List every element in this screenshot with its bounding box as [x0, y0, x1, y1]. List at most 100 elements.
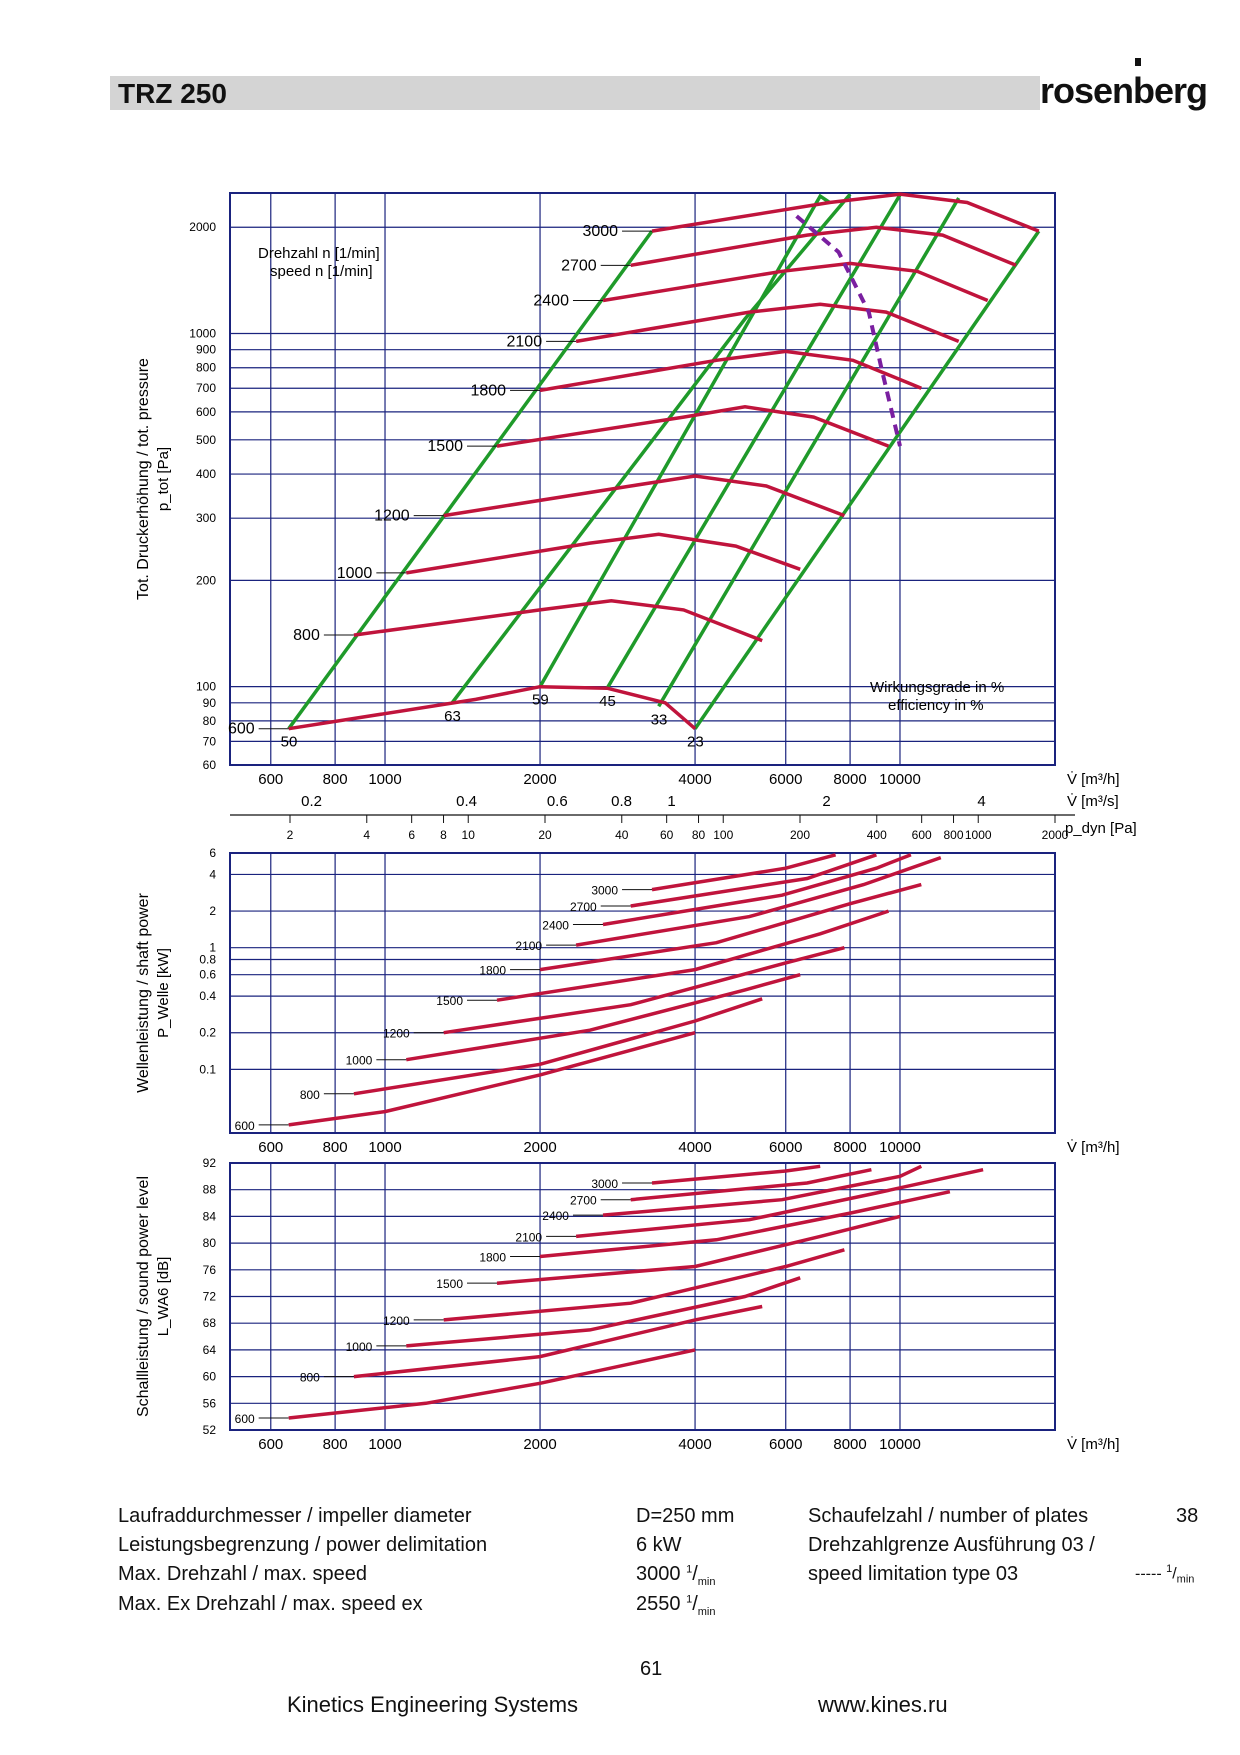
efficiency-line: [538, 193, 831, 688]
pressure-y-tick-label: 300: [196, 511, 216, 525]
pressure-x-tick-label: 1000: [368, 771, 401, 788]
speed-unit-den: min: [1176, 1573, 1195, 1586]
speed-curve: [575, 1167, 984, 1239]
flow-m3s-tick-label: 0.8: [611, 793, 632, 810]
pressure-y-tick-label: 100: [196, 680, 216, 694]
shaft_power-y-tick-label: 6: [209, 846, 216, 860]
pdyn-tick-label: 60: [660, 828, 674, 842]
speed-label: 2700: [570, 900, 597, 914]
speed-curve: [602, 853, 912, 927]
speed-label: 1200: [383, 1027, 410, 1041]
pressure-y-tick-label: 90: [203, 696, 217, 710]
pdyn-axis-label: p_dyn [Pa]: [1065, 820, 1137, 837]
pressure-y-tick-label: 500: [196, 433, 216, 447]
flow-m3s-tick-label: 0.2: [301, 793, 322, 810]
maxspeed-ex-number: 2550: [636, 1593, 681, 1615]
shaft_power-y-tick-label: 0.6: [199, 968, 216, 982]
footer-company: Kinetics Engineering Systems: [287, 1692, 579, 1717]
shaft_power-y-tick-label: 4: [209, 867, 216, 881]
pdyn-tick-label: 200: [790, 828, 810, 842]
speed-curve: [406, 973, 801, 1062]
speed-curve: [630, 225, 1017, 268]
speed-curve: [651, 853, 837, 892]
speed-label: 1500: [436, 994, 463, 1008]
speed-label: 600: [228, 721, 255, 738]
pressure-y-axis-sublabel: p_tot [Pa]: [155, 447, 172, 511]
pressure-y-tick-label: 700: [196, 381, 216, 395]
speed-unit-num: 1: [686, 1593, 693, 1606]
speed-title-en: speed n [1/min]: [270, 263, 373, 280]
speed-label: 2100: [515, 1230, 542, 1244]
pressure-x-axis-label: V̇ [m³/h]: [1067, 771, 1120, 788]
shaft_power-y-axis-sublabel: P_Welle [kW]: [155, 948, 172, 1038]
speed-label: 1500: [427, 438, 463, 455]
speed-label: 1500: [436, 1277, 463, 1291]
sound_power-y-tick-label: 80: [203, 1236, 217, 1250]
speed-label: 1200: [383, 1314, 410, 1328]
speed-label: 600: [235, 1119, 255, 1133]
pressure-y-tick-label: 60: [203, 758, 217, 772]
pressure-y-tick-label: 80: [203, 714, 217, 728]
logo-dot: [1135, 58, 1141, 66]
sound_power-x-tick-label: 1000: [368, 1436, 401, 1453]
speedlimit-dash: -----: [1135, 1565, 1162, 1583]
speed-label: 2100: [515, 939, 542, 953]
efficiency-label: 33: [651, 711, 668, 728]
spec-plates-value: 38: [1176, 1505, 1199, 1527]
speed-curve: [496, 405, 890, 448]
speed-curve: [443, 946, 845, 1035]
speed-label: 2700: [570, 1194, 597, 1208]
pressure-y-tick-label: 200: [196, 573, 216, 587]
speed-curve: [406, 532, 801, 575]
shaft_power-x-axis-label: V̇ [m³/h]: [1067, 1139, 1120, 1156]
efficiency-line: [693, 230, 1041, 730]
speed-label: 1200: [374, 508, 410, 525]
speed-label: 2100: [507, 333, 543, 350]
speed-curve: [496, 1214, 901, 1285]
sound_power-x-tick-label: 8000: [833, 1436, 866, 1453]
spec-plates-label: Schaufelzahl / number of plates: [808, 1505, 1089, 1527]
efficiency-label: 63: [444, 708, 461, 725]
speed-label: 1000: [337, 565, 373, 582]
pdyn-tick-label: 2000: [1042, 828, 1069, 842]
sound_power-y-tick-label: 92: [203, 1156, 217, 1170]
pdyn-tick-label: 1000: [965, 828, 992, 842]
sound_power-y-tick-label: 52: [203, 1423, 217, 1437]
speed-label: 2700: [561, 257, 597, 274]
maxspeed-number: 3000: [636, 1563, 681, 1585]
efficiency-label: 45: [599, 693, 616, 710]
pdyn-tick-label: 8: [440, 828, 447, 842]
spec-maxspeed-value: 3000 1/min: [636, 1563, 716, 1588]
pdyn-tick-label: 40: [615, 828, 629, 842]
speed-curve: [353, 599, 763, 643]
speed-unit-num: 1: [1166, 1563, 1173, 1575]
pressure-y-tick-label: 1000: [189, 327, 216, 341]
flow-m3s-tick-label: 0.6: [547, 793, 568, 810]
sound_power-y-tick-label: 88: [203, 1183, 217, 1197]
speed-label: 1000: [346, 1340, 373, 1354]
shaft_power-y-tick-label: 2: [209, 904, 216, 918]
pressure-x-tick-label: 8000: [833, 771, 866, 788]
speed-label: 1800: [479, 1250, 506, 1264]
spec-power-value: 6 kW: [636, 1534, 682, 1556]
shaft_power-x-tick-label: 8000: [833, 1139, 866, 1156]
speed-limit-curve: [795, 214, 902, 447]
speed-curve: [288, 1031, 696, 1127]
speed-label: 3000: [582, 223, 618, 240]
shaft_power-x-tick-label: 2000: [523, 1139, 556, 1156]
shaft_power-y-tick-label: 0.2: [199, 1026, 216, 1040]
flow-m3s-tick-label: 0.4: [456, 793, 477, 810]
speed-unit-num: 1: [686, 1563, 693, 1576]
pressure-y-tick-label: 600: [196, 405, 216, 419]
sound_power-x-axis-label: V̇ [m³/h]: [1067, 1436, 1120, 1453]
speed-curve: [651, 192, 1040, 233]
spec-maxspeed-ex-value: 2550 1/min: [636, 1593, 716, 1618]
flow-m3s-tick-label: 4: [977, 793, 985, 810]
sound_power-y-tick-label: 56: [203, 1396, 217, 1410]
efficiency-title-en: efficiency in %: [888, 697, 984, 714]
shaft_power-y-axis-label: Wellenleistung / shaft power: [135, 892, 152, 1092]
pressure-x-tick-label: 600: [258, 771, 283, 788]
speed-curve: [496, 909, 890, 1002]
speed-title-de: Drehzahl n [1/min]: [258, 245, 380, 262]
flow-m3s-tick-label: 1: [667, 793, 675, 810]
